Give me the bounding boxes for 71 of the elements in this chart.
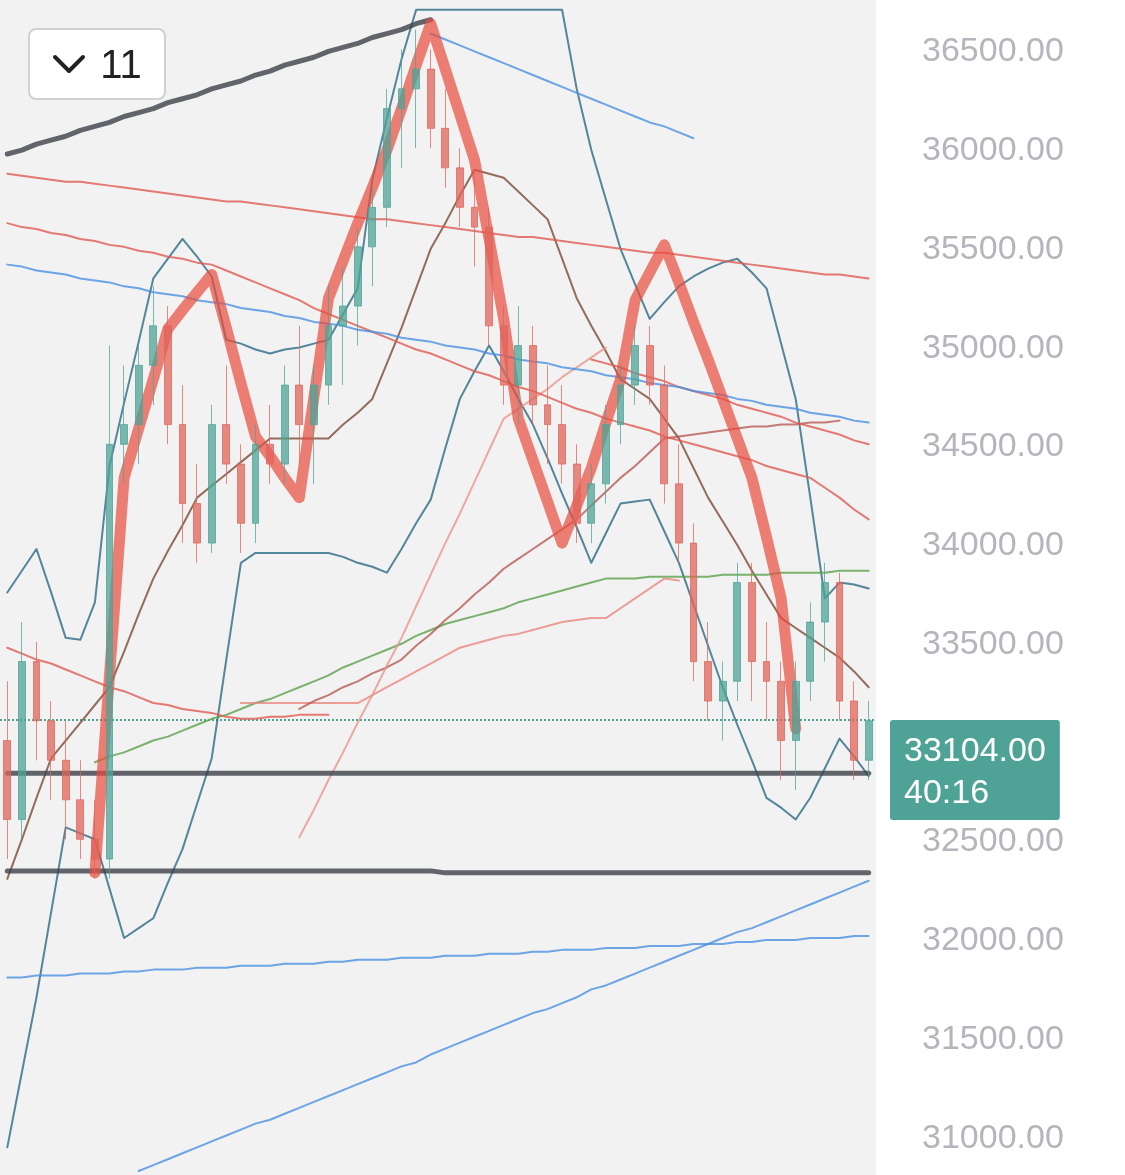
candlestick xyxy=(222,364,230,485)
line-series xyxy=(298,346,607,839)
candlestick xyxy=(587,463,595,544)
candlestick xyxy=(281,364,289,485)
candlestick xyxy=(836,572,843,722)
candlestick xyxy=(821,562,829,663)
line-series xyxy=(239,577,680,705)
candlestick xyxy=(383,88,391,228)
candlestick xyxy=(339,266,347,386)
candlestick xyxy=(500,305,508,406)
candlestick xyxy=(310,364,318,485)
y-tick-label: 36500.00 xyxy=(922,30,1064,69)
y-tick-label: 31500.00 xyxy=(922,1017,1064,1056)
candlestick xyxy=(573,443,581,544)
y-tick-label: 33500.00 xyxy=(922,622,1064,661)
candlestick xyxy=(777,661,785,781)
candlestick xyxy=(850,680,858,781)
y-tick-label: 32000.00 xyxy=(922,919,1064,958)
line-series xyxy=(93,569,870,764)
y-tick-label: 36000.00 xyxy=(922,129,1064,168)
candlestick xyxy=(252,424,259,544)
candlestick xyxy=(675,443,683,564)
candlestick xyxy=(120,364,128,485)
candlestick xyxy=(544,364,551,465)
ref-line-label: 33104.00 xyxy=(904,730,1046,769)
candlestick xyxy=(135,345,143,465)
candlestick xyxy=(806,601,814,702)
candlestick xyxy=(62,720,70,840)
candlestick xyxy=(441,88,449,189)
candlestick xyxy=(558,384,566,485)
text: 40:16 xyxy=(904,772,990,811)
candlestick xyxy=(514,305,522,426)
candlestick xyxy=(748,562,756,702)
y-tick-label: 34000.00 xyxy=(922,524,1064,563)
candlestick xyxy=(398,48,405,169)
candlestick xyxy=(91,799,99,880)
candlestick xyxy=(76,759,84,860)
line-series xyxy=(6,168,870,880)
candlestick xyxy=(295,325,303,465)
annotation: 11 xyxy=(100,41,142,87)
y-tick-label: 35000.00 xyxy=(922,326,1064,365)
candlestick xyxy=(631,325,639,406)
candlestick xyxy=(354,226,362,347)
candlestick xyxy=(412,29,420,149)
line-series xyxy=(6,222,870,521)
candlestick xyxy=(193,463,201,564)
line-series xyxy=(6,263,870,424)
candlestick xyxy=(427,48,435,149)
candlestick xyxy=(149,285,157,406)
candlestick xyxy=(237,443,245,554)
candlestick xyxy=(617,364,624,445)
candlestick xyxy=(690,522,697,682)
candlestick xyxy=(325,285,332,406)
candlestick xyxy=(164,305,172,445)
y-tick-label: 35500.00 xyxy=(922,227,1064,266)
line-series xyxy=(6,344,870,1149)
y-tick-label: 34500.00 xyxy=(922,425,1064,464)
candlestick xyxy=(529,325,537,426)
candlestick xyxy=(47,700,55,801)
candlestick xyxy=(208,404,216,554)
y-tick-label: 32500.00 xyxy=(922,820,1064,859)
candlestick xyxy=(3,680,11,860)
y-tick-label: 31000.00 xyxy=(922,1116,1064,1155)
line-series xyxy=(298,419,841,710)
candlestick xyxy=(733,562,741,702)
candlestick xyxy=(704,621,712,722)
candlestick xyxy=(179,384,186,544)
candlestick xyxy=(368,187,376,287)
candlestick xyxy=(763,621,770,722)
candlestick xyxy=(266,404,274,485)
candlestick xyxy=(602,404,610,505)
